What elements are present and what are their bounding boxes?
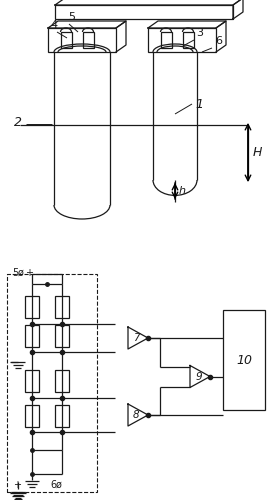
Text: 3: 3 xyxy=(196,28,203,38)
Text: 8: 8 xyxy=(133,410,140,420)
Text: ø: ø xyxy=(56,480,62,490)
Text: 7: 7 xyxy=(133,333,140,343)
Bar xyxy=(161,32,172,48)
Bar xyxy=(48,28,116,52)
Text: 4: 4 xyxy=(51,20,58,30)
Text: 2: 2 xyxy=(14,116,22,130)
Bar xyxy=(25,370,39,392)
Text: 10: 10 xyxy=(236,354,252,366)
Bar xyxy=(25,405,39,427)
Text: h: h xyxy=(179,186,186,196)
Bar xyxy=(223,310,265,410)
Text: 5: 5 xyxy=(69,12,76,22)
Text: 6: 6 xyxy=(50,480,56,490)
Bar xyxy=(55,296,69,318)
Bar xyxy=(183,32,194,48)
Text: 1: 1 xyxy=(195,98,203,112)
Text: 6: 6 xyxy=(215,36,222,46)
Text: +: + xyxy=(25,268,33,278)
Bar xyxy=(25,296,39,318)
Bar xyxy=(55,370,69,392)
Bar xyxy=(83,32,94,48)
Text: H: H xyxy=(253,146,262,159)
Text: 9: 9 xyxy=(195,372,202,382)
Bar xyxy=(7,274,97,492)
Bar xyxy=(55,325,69,347)
Bar xyxy=(55,405,69,427)
Bar xyxy=(61,32,72,48)
Text: +: + xyxy=(13,480,21,490)
Bar xyxy=(25,325,39,347)
Text: ø: ø xyxy=(18,268,24,278)
Bar xyxy=(55,5,233,19)
Bar xyxy=(148,28,216,52)
Text: 5: 5 xyxy=(12,268,18,278)
